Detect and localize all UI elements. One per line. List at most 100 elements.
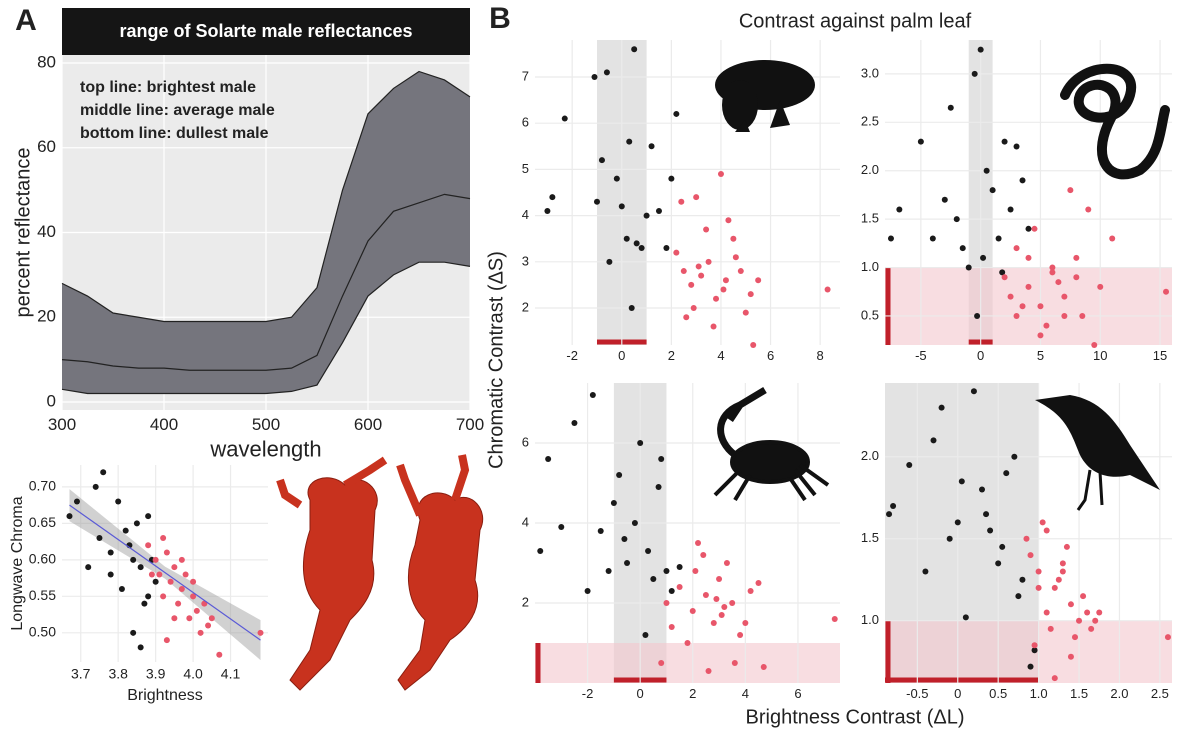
y-tick-label: 0.65 [29, 514, 56, 530]
point [156, 571, 162, 577]
point [1044, 610, 1050, 616]
point [138, 564, 144, 570]
point [645, 548, 651, 554]
x-tick-label: 1.0 [1030, 686, 1048, 701]
chromatic-threshold-band [885, 268, 1172, 345]
point [948, 105, 954, 111]
point [960, 245, 966, 251]
point [1085, 206, 1091, 212]
point [175, 601, 181, 607]
point [1008, 294, 1014, 300]
point [123, 528, 129, 534]
x-tick-label: 0 [977, 348, 984, 363]
point [750, 342, 756, 348]
annotation: middle line: average male [80, 102, 275, 119]
point [644, 213, 650, 219]
x-axis-label: wavelength [209, 437, 321, 462]
y-tick-label: 0.70 [29, 478, 56, 494]
point [74, 498, 80, 504]
x-tick-label: 3.7 [71, 665, 91, 681]
point [1079, 313, 1085, 319]
point [683, 314, 689, 320]
point [1036, 569, 1042, 575]
x-tick-label: 4.0 [183, 665, 203, 681]
point [96, 535, 102, 541]
point [942, 197, 948, 203]
y-tick-label: 2 [522, 594, 529, 609]
y-tick-label: 2.5 [861, 114, 879, 129]
point [955, 519, 961, 525]
point [1084, 610, 1090, 616]
point [690, 608, 696, 614]
point [194, 608, 200, 614]
chart: 246-20246 [522, 383, 840, 701]
point [663, 568, 669, 574]
point [966, 265, 972, 271]
point [748, 588, 754, 594]
y-tick-label: 0.60 [29, 551, 56, 567]
point [585, 588, 591, 594]
point [669, 588, 675, 594]
point [1096, 610, 1102, 616]
point [1068, 601, 1074, 607]
figure: range of Solarte male reflectances020406… [0, 0, 1177, 733]
point [947, 536, 953, 542]
point [906, 462, 912, 468]
point [545, 456, 551, 462]
point [1165, 634, 1171, 640]
point [737, 632, 743, 638]
point [729, 600, 735, 606]
point [1015, 593, 1021, 599]
x-tick-label: -0.5 [906, 686, 928, 701]
chart: 0.51.01.52.02.53.0-5051015 [861, 40, 1172, 363]
point [922, 569, 928, 575]
point [663, 600, 669, 606]
point [979, 487, 985, 493]
point [160, 593, 166, 599]
point [119, 586, 125, 592]
point [931, 437, 937, 443]
y-axis-label: Chromatic Contrast (ΔS) [485, 251, 507, 469]
point [639, 245, 645, 251]
point [183, 571, 189, 577]
point [706, 259, 712, 265]
point [974, 313, 980, 319]
point [619, 203, 625, 209]
point [1060, 569, 1066, 575]
point [1028, 664, 1034, 670]
point [718, 171, 724, 177]
annotation: bottom line: dullest male [80, 125, 269, 142]
point [145, 513, 151, 519]
point [209, 615, 215, 621]
point [761, 664, 767, 670]
point [1163, 289, 1169, 295]
point [164, 550, 170, 556]
point [1032, 642, 1038, 648]
chart-title: range of Solarte male reflectances [119, 21, 412, 41]
panel-label: B [489, 2, 511, 35]
y-tick-label: 4 [522, 207, 529, 222]
point [1026, 284, 1032, 290]
point [1020, 303, 1026, 309]
point [1037, 332, 1043, 338]
point [85, 564, 91, 570]
point [1088, 626, 1094, 632]
x-tick-label: 10 [1093, 348, 1107, 363]
point [590, 392, 596, 398]
panel-title: Contrast against palm leaf [739, 10, 972, 32]
y-tick-label: 1.0 [861, 259, 879, 274]
x-axis-label: Brightness Contrast (ΔL) [746, 706, 965, 728]
point [93, 484, 99, 490]
x-tick-label: 4.1 [221, 665, 241, 681]
y-tick-label: 6 [522, 434, 529, 449]
point [918, 139, 924, 145]
plot-background [535, 383, 840, 683]
x-tick-label: 0 [637, 686, 644, 701]
point [692, 568, 698, 574]
point [134, 520, 140, 526]
point [1026, 255, 1032, 261]
point [1068, 654, 1074, 660]
x-axis-label: Brightness [127, 687, 203, 704]
point [616, 472, 622, 478]
point [624, 236, 630, 242]
